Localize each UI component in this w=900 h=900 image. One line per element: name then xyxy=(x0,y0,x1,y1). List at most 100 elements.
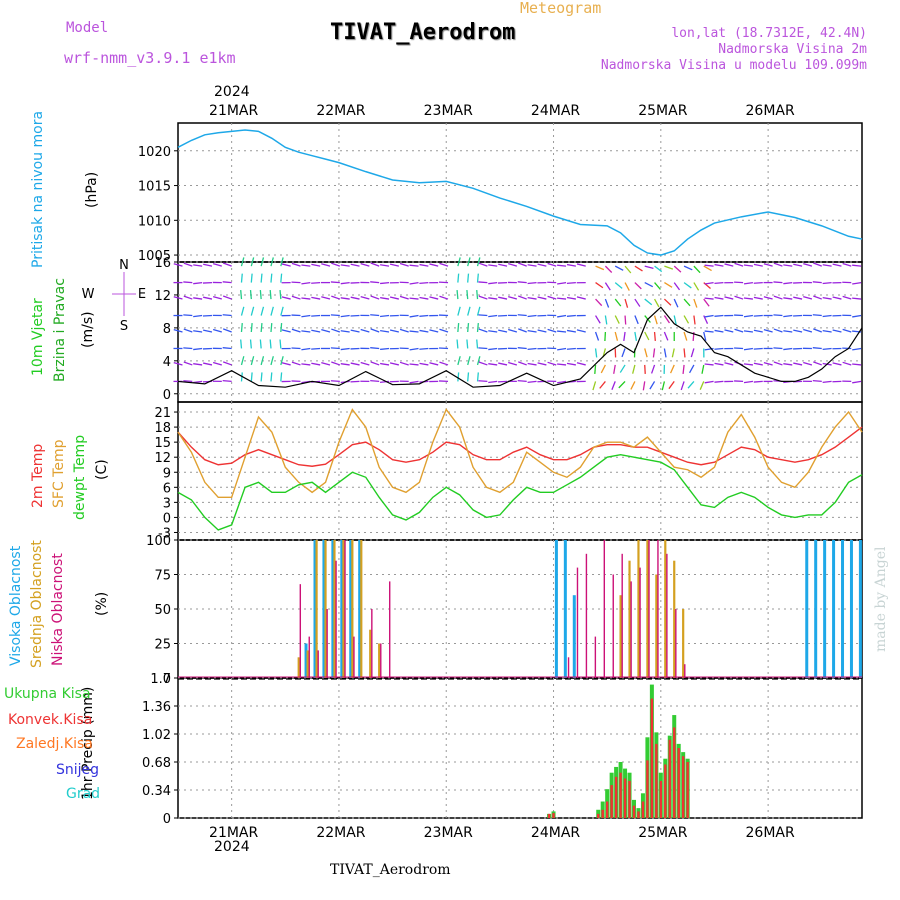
cloud-bar-low xyxy=(567,657,570,678)
wind-arrow xyxy=(634,282,642,290)
wind-arrow xyxy=(269,290,272,300)
wind-arrow xyxy=(689,364,695,374)
wind-arrow xyxy=(566,281,576,285)
temp-2m-line xyxy=(177,426,863,467)
cloud-bar-mid xyxy=(351,540,354,678)
wind-arrow xyxy=(370,361,380,366)
wind-arrow xyxy=(557,281,567,285)
wind-arrow xyxy=(291,328,301,333)
cloud-bar-mid xyxy=(664,540,667,678)
cloud-bar-low xyxy=(648,540,650,678)
wind-arrow xyxy=(724,362,734,366)
wind-arrow xyxy=(222,379,232,383)
wind-arrow xyxy=(498,296,508,300)
cloud-bar-low xyxy=(630,581,632,678)
cloud-bar-low xyxy=(603,540,606,678)
compass-s-label: S xyxy=(120,319,128,334)
wind-arrow xyxy=(478,361,488,366)
wind-arrow xyxy=(183,328,193,333)
wind-arrow xyxy=(370,314,380,317)
cloud-bar-high xyxy=(805,540,809,678)
wind-arrow xyxy=(478,295,488,300)
cloud-bar-low xyxy=(576,567,579,678)
wind-arrow xyxy=(439,262,449,267)
cloud-bar-mid xyxy=(646,540,649,678)
wind-arrow xyxy=(429,329,439,333)
cloud-bar-low xyxy=(317,650,319,678)
cloud-bar-low xyxy=(380,643,382,678)
wind-arrow xyxy=(399,361,409,366)
wind-arrow xyxy=(813,328,822,333)
wind-arrow xyxy=(704,281,714,285)
wind-arrow xyxy=(527,380,537,383)
wind-arrow xyxy=(281,329,291,333)
wind-arrow xyxy=(370,347,380,350)
wind-arrow xyxy=(673,265,682,273)
wind-arrow xyxy=(632,364,636,374)
wind-arrow xyxy=(311,329,321,333)
wind-arrow xyxy=(682,364,685,374)
wind-arrow xyxy=(439,328,449,333)
cloud-bar-high xyxy=(849,540,853,678)
wind-arrow xyxy=(714,263,724,267)
ytick-label-wind-8: 8 xyxy=(163,322,171,337)
date-label-top-23MAR: 23MAR xyxy=(424,103,473,119)
wind-arrow xyxy=(457,306,461,316)
wind-arrow xyxy=(566,329,576,333)
ytick-label-pressure-1005: 1005 xyxy=(138,249,171,264)
date-label-bottom-25MAR: 25MAR xyxy=(638,825,687,841)
wind-arrow xyxy=(557,347,567,351)
precip-bar-conv xyxy=(677,748,680,818)
wind-arrow xyxy=(557,297,567,300)
wind-arrow xyxy=(203,296,213,300)
cloud-bar-high xyxy=(313,540,317,678)
wind-arrow xyxy=(379,281,390,285)
wind-arrow xyxy=(183,380,193,383)
wind-arrow xyxy=(518,295,527,300)
precip-bar-conv xyxy=(668,739,671,818)
wind-arrow xyxy=(476,322,479,333)
date-label-bottom-23MAR: 23MAR xyxy=(424,825,473,841)
wind-arrow xyxy=(222,314,232,317)
wind-arrow xyxy=(634,331,638,341)
precip-bar-conv xyxy=(637,811,640,818)
wind-arrow xyxy=(557,330,567,333)
wind-arrow xyxy=(370,328,380,333)
cloud-bar-mid xyxy=(306,650,309,678)
wind-arrow xyxy=(566,347,576,350)
wind-arrow xyxy=(330,347,340,350)
wind-arrow xyxy=(595,298,603,307)
wind-arrow xyxy=(783,281,793,285)
wind-arrow xyxy=(517,314,527,317)
cloud-bar-mid xyxy=(333,540,336,678)
wind-arrow xyxy=(350,329,360,333)
wind-arrow xyxy=(340,297,350,300)
wind-arrow xyxy=(193,264,203,267)
wind-arrow xyxy=(270,306,274,316)
cloud-bar-mid xyxy=(297,657,300,678)
wind-arrow xyxy=(680,381,685,391)
wind-arrow xyxy=(661,381,666,391)
wind-arrow xyxy=(222,328,232,333)
ytick-label-wind-0: 0 xyxy=(163,388,171,403)
wind-arrow xyxy=(419,296,429,300)
wind-arrow xyxy=(783,264,793,267)
wind-arrow xyxy=(683,282,692,289)
ytick-label-cloud-100: 100 xyxy=(146,534,171,549)
wind-arrow xyxy=(743,330,753,333)
wind-arrow xyxy=(203,263,213,267)
cloud-bar-mid xyxy=(655,574,658,678)
wind-arrow xyxy=(498,362,508,366)
wind-arrow xyxy=(734,328,744,333)
wind-arrow xyxy=(280,322,283,333)
wind-arrow xyxy=(311,362,321,366)
wind-arrow xyxy=(508,361,518,366)
wind-arrow xyxy=(508,328,518,333)
cloud-bar-low xyxy=(585,553,588,678)
ytick-label-temp-18: 18 xyxy=(154,421,171,436)
wind-arrow xyxy=(673,298,679,308)
wind-arrow xyxy=(360,328,370,333)
wind-arrow xyxy=(517,281,527,284)
wind-arrow xyxy=(812,347,822,350)
wind-arrow xyxy=(476,372,479,382)
